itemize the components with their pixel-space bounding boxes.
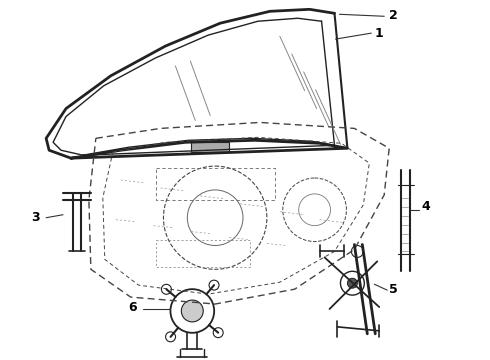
Circle shape [351,246,363,257]
Circle shape [341,271,365,295]
Text: 1: 1 [374,27,383,40]
Circle shape [209,280,219,290]
Text: 5: 5 [389,283,398,296]
Circle shape [181,300,203,322]
Text: 2: 2 [389,9,398,22]
Circle shape [171,289,214,333]
FancyBboxPatch shape [191,142,229,152]
Text: 4: 4 [421,200,430,213]
Circle shape [347,278,357,288]
Circle shape [213,328,223,338]
Circle shape [166,332,175,342]
Text: 6: 6 [129,301,137,314]
Text: 3: 3 [31,211,40,224]
Circle shape [161,284,172,294]
